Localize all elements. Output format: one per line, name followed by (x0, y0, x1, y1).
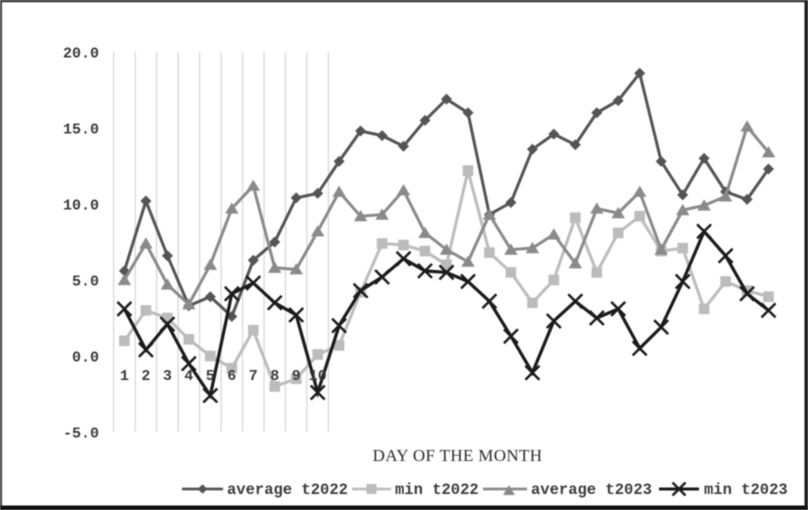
svg-text:5: 5 (206, 368, 215, 385)
svg-text:1: 1 (120, 368, 129, 385)
svg-text:8: 8 (270, 368, 279, 385)
svg-text:DAY OF THE MONTH: DAY OF THE MONTH (373, 446, 543, 465)
svg-text:20.0: 20.0 (63, 46, 99, 63)
svg-text:7: 7 (249, 368, 258, 385)
svg-text:2: 2 (141, 368, 150, 385)
svg-text:-5.0: -5.0 (63, 426, 99, 443)
svg-text:5.0: 5.0 (72, 274, 99, 291)
svg-text:min t2022: min t2022 (395, 481, 479, 499)
svg-text:min t2023: min t2023 (704, 481, 788, 499)
svg-text:0.0: 0.0 (72, 350, 99, 367)
svg-text:10: 10 (309, 368, 327, 385)
svg-text:15.0: 15.0 (63, 122, 99, 139)
svg-text:average t2023: average t2023 (531, 481, 652, 499)
svg-text:average t2022: average t2022 (227, 481, 348, 499)
svg-text:6: 6 (227, 368, 236, 385)
svg-text:10.0: 10.0 (63, 198, 99, 215)
svg-text:3: 3 (163, 368, 172, 385)
svg-text:4: 4 (184, 368, 193, 385)
svg-text:9: 9 (292, 368, 301, 385)
